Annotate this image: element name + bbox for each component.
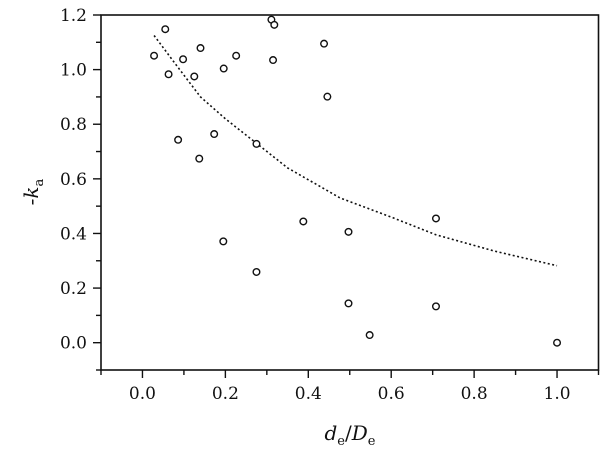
y-tick-labels: 0.0 0.2 0.4 0.6 0.8 1.0 1.2 <box>60 6 87 354</box>
data-point <box>252 139 261 148</box>
data-point <box>219 64 228 73</box>
data-point <box>210 130 219 139</box>
x-tick-label: 1.0 <box>544 384 571 404</box>
data-point <box>232 51 241 60</box>
data-point <box>431 302 440 311</box>
data-point <box>344 299 353 308</box>
data-point <box>320 39 329 48</box>
y-tick-label: 0.4 <box>60 224 87 244</box>
y-tick-label: 0.2 <box>60 279 87 299</box>
data-point <box>323 92 332 101</box>
data-point <box>431 214 440 223</box>
x-tick-label: 0.8 <box>461 384 488 404</box>
data-point <box>252 267 261 276</box>
data-point <box>179 55 188 64</box>
data-points <box>150 15 562 347</box>
fit-curve <box>153 35 558 267</box>
data-point <box>270 20 279 29</box>
fit-curve-group <box>153 35 558 267</box>
x-tick-label: 0.6 <box>378 384 405 404</box>
data-point <box>174 135 183 144</box>
data-point <box>269 56 278 65</box>
y-tick-label: 0.6 <box>60 170 87 190</box>
y-tick-label: 1.2 <box>60 6 87 26</box>
data-point <box>196 44 205 53</box>
x-tick-labels: 0.0 0.2 0.4 0.6 0.8 1.0 <box>129 384 571 404</box>
y-axis-label: -ka <box>19 178 47 205</box>
data-point <box>365 331 374 340</box>
y-tick-label: 1.0 <box>60 61 87 81</box>
x-axis-label: de/De <box>324 421 375 449</box>
data-point <box>219 237 228 246</box>
x-tick-label: 0.2 <box>212 384 239 404</box>
plot-frame <box>100 14 600 371</box>
data-point <box>150 51 159 60</box>
data-point <box>161 25 170 34</box>
data-point <box>344 227 353 236</box>
data-point <box>195 154 204 163</box>
x-tick-label: 0.4 <box>295 384 322 404</box>
data-point <box>553 338 562 347</box>
y-tick-label: 0.8 <box>60 115 87 135</box>
data-point <box>299 217 308 226</box>
x-tick-label: 0.0 <box>129 384 156 404</box>
data-point <box>164 70 173 79</box>
ticks <box>93 14 600 378</box>
y-tick-label: 0.0 <box>60 334 87 354</box>
data-point <box>190 72 199 81</box>
